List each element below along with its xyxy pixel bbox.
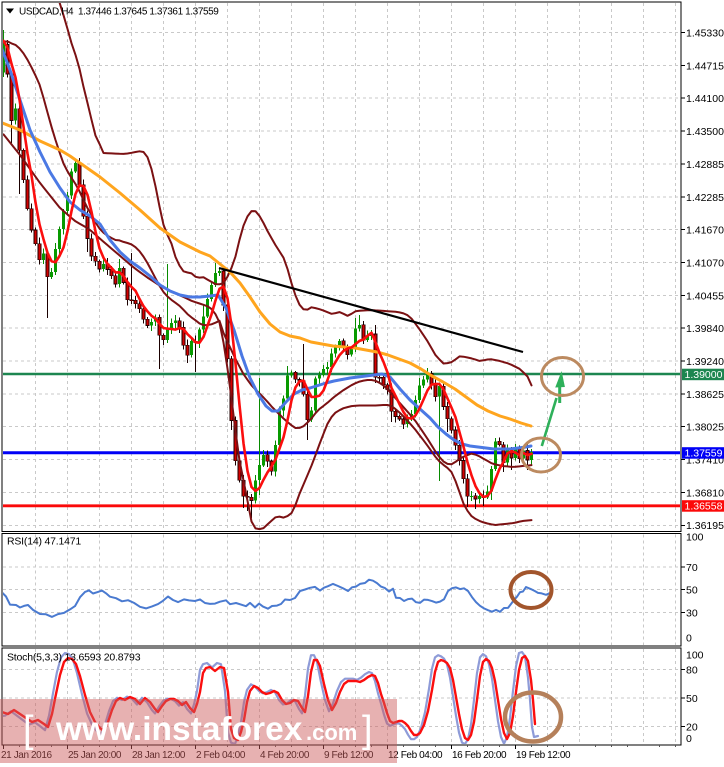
svg-text:1.42885: 1.42885 — [686, 159, 724, 171]
svg-text:0: 0 — [686, 633, 692, 645]
svg-text:12 Feb 04:00: 12 Feb 04:00 — [388, 750, 443, 761]
svg-text:USDCAD,H4 1.37446 1.37645 1.3: USDCAD,H4 1.37446 1.37645 1.37361 1.3755… — [19, 7, 219, 18]
svg-text:1.43500: 1.43500 — [686, 126, 724, 138]
svg-text:0: 0 — [686, 733, 692, 745]
svg-text:16 Feb 20:00: 16 Feb 20:00 — [452, 750, 507, 761]
svg-text:1.36810: 1.36810 — [686, 487, 724, 499]
svg-text:1.39240: 1.39240 — [686, 356, 724, 368]
svg-text:30: 30 — [686, 607, 698, 619]
svg-text:Stoch(5,3,3) 13.6593 20.8793: Stoch(5,3,3) 13.6593 20.8793 — [7, 652, 141, 664]
svg-text:9 Feb 12:00: 9 Feb 12:00 — [324, 750, 374, 761]
svg-text:100: 100 — [686, 532, 704, 544]
svg-text:100: 100 — [686, 650, 704, 662]
svg-text:.com: .com — [306, 720, 357, 745]
svg-text:28 Jan 12:00: 28 Jan 12:00 — [132, 750, 186, 761]
svg-text:1.40455: 1.40455 — [686, 290, 724, 302]
svg-text:1.42285: 1.42285 — [686, 192, 724, 204]
svg-text:25 Jan 20:00: 25 Jan 20:00 — [68, 750, 122, 761]
svg-text:1.37559: 1.37559 — [685, 448, 723, 460]
svg-text:19 Feb 12:00: 19 Feb 12:00 — [516, 750, 571, 761]
svg-text:[: [ — [23, 709, 34, 751]
svg-text:RSI(14) 47.1471: RSI(14) 47.1471 — [7, 536, 81, 548]
svg-text:1.41670: 1.41670 — [686, 225, 724, 237]
svg-text:21 Jan 2016: 21 Jan 2016 — [1, 750, 52, 761]
svg-text:80: 80 — [686, 665, 698, 677]
svg-text:20: 20 — [686, 722, 698, 734]
svg-text:1.36558: 1.36558 — [685, 501, 723, 513]
svg-text:2 Feb 04:00: 2 Feb 04:00 — [196, 750, 246, 761]
svg-text:1.45330: 1.45330 — [686, 28, 724, 40]
svg-text:1.39840: 1.39840 — [686, 323, 724, 335]
svg-text:1.38025: 1.38025 — [686, 422, 724, 434]
svg-text:1.41070: 1.41070 — [686, 258, 724, 270]
svg-text:50: 50 — [686, 693, 698, 705]
svg-text:1.39000: 1.39000 — [685, 369, 723, 381]
svg-text:1.44100: 1.44100 — [686, 93, 724, 105]
svg-text:www.instaforex: www.instaforex — [55, 711, 303, 748]
svg-text:]: ] — [362, 709, 373, 751]
svg-text:1.36195: 1.36195 — [686, 520, 724, 532]
svg-text:1.38625: 1.38625 — [686, 389, 724, 401]
svg-text:1.44715: 1.44715 — [686, 60, 724, 72]
svg-text:4 Feb 20:00: 4 Feb 20:00 — [260, 750, 310, 761]
svg-text:50: 50 — [686, 585, 698, 597]
svg-text:70: 70 — [686, 562, 698, 574]
